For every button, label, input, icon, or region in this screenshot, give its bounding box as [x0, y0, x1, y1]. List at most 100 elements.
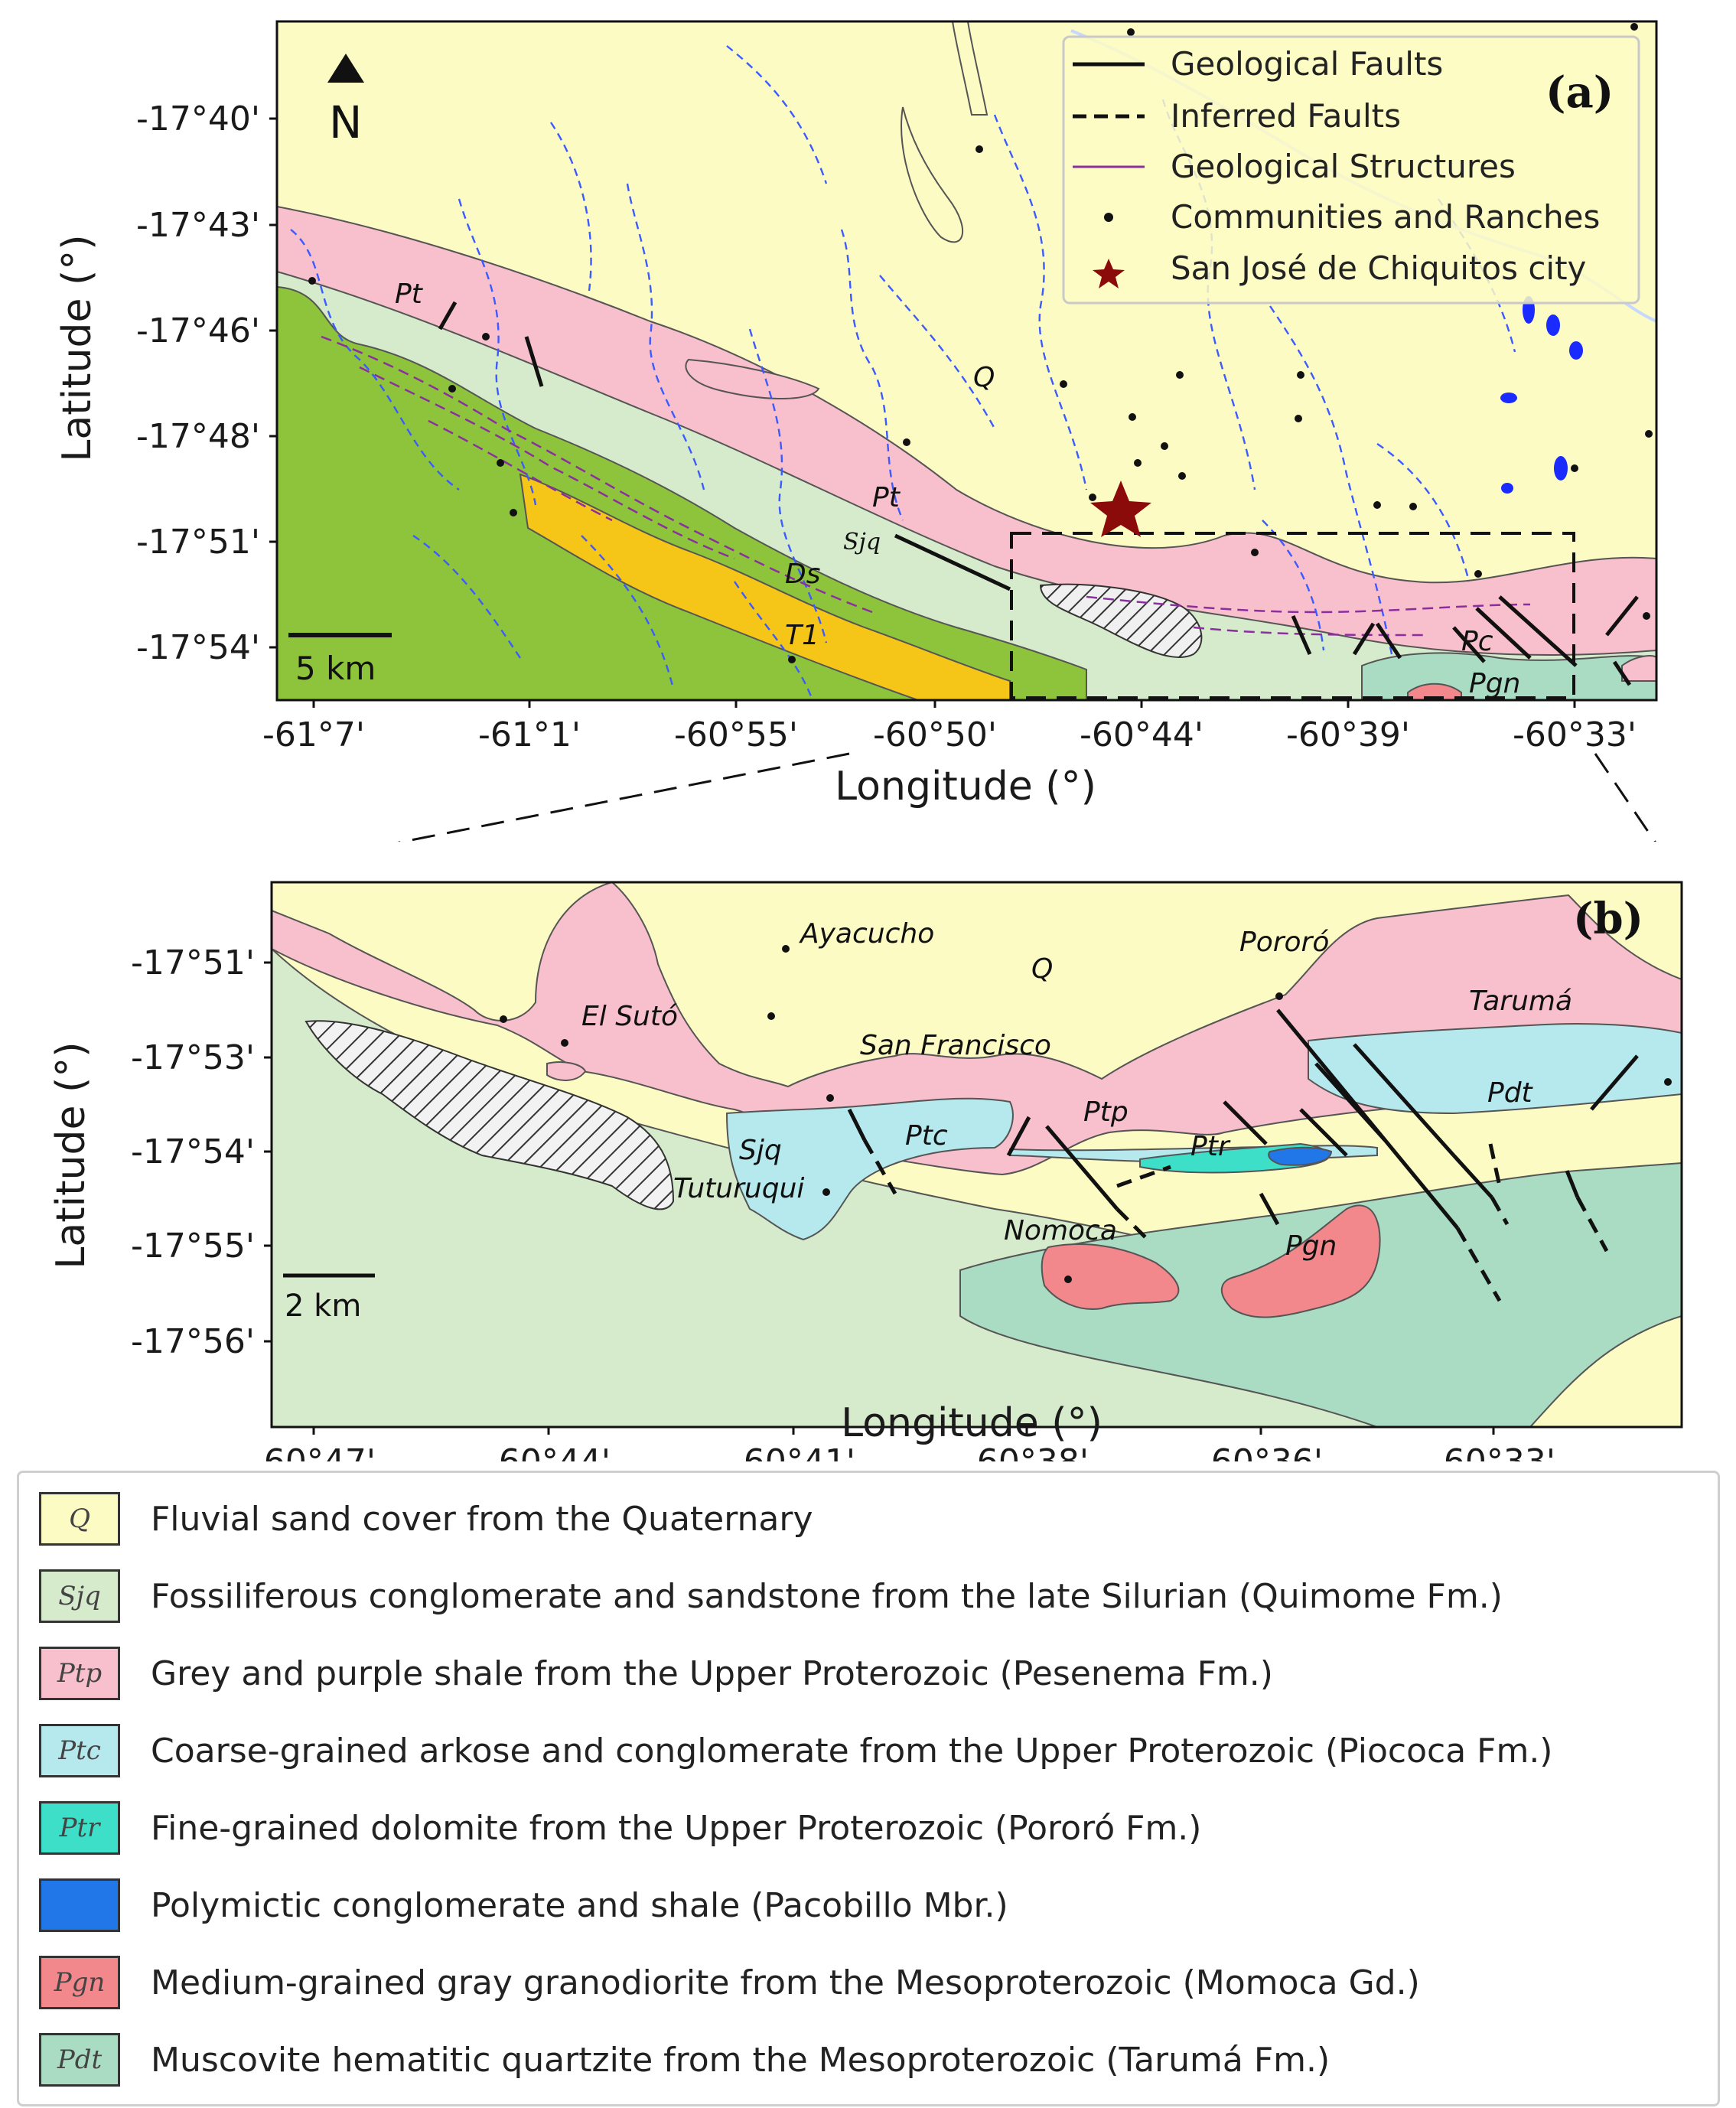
arkose-band-east [1308, 1023, 1682, 1115]
label-t1: T1 [785, 620, 819, 651]
community-dots [308, 23, 1653, 663]
panel-a-xtick-6: -60°39' [1286, 715, 1410, 754]
place-taruma: Tarumá [1469, 986, 1572, 1017]
place-el-suto: El Sutó [581, 1001, 678, 1032]
granodiorite-area-b2 [1220, 1204, 1381, 1318]
scalebar-b-label: 2 km [285, 1289, 361, 1324]
legend-row-pacobillo: Polymictic conglomerate and shale (Pacob… [39, 1875, 1008, 1936]
panel-b-xlabel-text: Longitude (°) [841, 1400, 1103, 1446]
shale-lens [685, 358, 820, 399]
legend-text-pdt: Muscovite hematitic quartzite from the M… [151, 2040, 1330, 2080]
unit-ptp-b: Ptp [1083, 1096, 1129, 1128]
panel-a-xtick-4: -60°50' [873, 715, 997, 754]
hatched-outcrop-b [305, 1020, 675, 1210]
legend-swatch-q: Q [39, 1492, 120, 1546]
panel-b-ytick-1: -17°51' [131, 943, 255, 982]
legend-row-q: Q Fluvial sand cover from the Quaternary [39, 1488, 813, 1549]
geological-faults [438, 301, 1639, 686]
label-pt-central: Pt [872, 482, 901, 513]
label-pt-west: Pt [395, 279, 424, 310]
legend-text-ptp: Grey and purple shale from the Upper Pro… [151, 1653, 1273, 1693]
panel-b-xtick-5: -60°36' [1199, 1442, 1323, 1461]
place-san-francisco: San Francisco [860, 1030, 1051, 1061]
panel-b-tag: (b) [1573, 894, 1643, 944]
panel-a-xtick-3: -60°55' [674, 715, 798, 754]
panel-a-tag: (a) [1545, 67, 1614, 118]
panel-b-ytick-2: -17°53' [131, 1038, 255, 1077]
legend-swatch-pgn: Pgn [39, 1956, 120, 2009]
legend-row-pdt: Pdt Muscovite hematitic quartzite from t… [39, 2029, 1330, 2090]
unit-pdt-b: Pdt [1487, 1077, 1534, 1109]
panel-a-ytick-1: -17°40' [136, 99, 260, 138]
panel-b-yticks [264, 961, 272, 1343]
conglomerate-area [1268, 1146, 1333, 1166]
panel-b-xticks [312, 1427, 1495, 1435]
legend-star-icon [1093, 259, 1125, 288]
north-label: N [329, 96, 362, 148]
river-bar-outline [901, 106, 963, 243]
panel-a-frame [275, 20, 1658, 702]
legend-swatch-sjq: Sjq [39, 1569, 120, 1623]
legend-row-ptp: Ptp Grey and purple shale from the Upper… [39, 1643, 1273, 1704]
panel-a-ylabel: Latitude (°) [54, 234, 100, 461]
legend-text-q: Fluvial sand cover from the Quaternary [151, 1499, 813, 1539]
inferred-faults-b [862, 1139, 1609, 1302]
geological-faults-b [847, 1008, 1639, 1230]
panel-b-frame [270, 881, 1683, 1429]
unit-legend: Q Fluvial sand cover from the Quaternary… [17, 1471, 1720, 2106]
label-pc: Pc [1461, 626, 1493, 657]
community-dots-b [500, 945, 1672, 1283]
legend-row-ptr: Ptr Fine-grained dolomite from the Upper… [39, 1797, 1201, 1859]
panel-b-ytick-3: -17°54' [131, 1132, 255, 1171]
legend-swatch-ptr: Ptr [39, 1801, 120, 1855]
unit-pgn-b: Pgn [1285, 1230, 1337, 1262]
hatched-outcrop [1039, 583, 1203, 659]
zoom-connector-left [397, 752, 850, 842]
panel-a-xtick-2: -61°1' [478, 715, 581, 754]
scalebar-a-label: 5 km [295, 650, 376, 687]
place-nomoca: Nomoca [1004, 1215, 1117, 1246]
legend-a-label-3: Geological Structures [1171, 148, 1516, 185]
panel-a-ytick-2: -17°43' [136, 206, 260, 245]
panel-b-xtick-4: -60°38' [965, 1442, 1089, 1461]
legend-text-ptc: Coarse-grained arkose and conglomerate f… [151, 1731, 1553, 1771]
arkose-area-b [725, 1097, 1014, 1241]
panel-a-xtick-5: -60°44' [1080, 715, 1203, 754]
legend-a-label-1: Geological Faults [1171, 45, 1443, 83]
panel-a-xticks [312, 700, 1576, 708]
geological-structures [321, 335, 1531, 637]
unit-ptr-b: Ptr [1190, 1131, 1231, 1162]
panel-b-xtick-2: -60°44' [487, 1442, 611, 1461]
legend-swatch-pdt: Pdt [39, 2033, 120, 2087]
label-q-a: Q [973, 362, 995, 393]
panel-b-xtick-1: -60°47' [252, 1442, 376, 1461]
place-ayacucho: Ayacucho [799, 918, 934, 950]
panel-a-xtick-1: -61°7' [262, 715, 365, 754]
granodiorite-area-b1 [1041, 1243, 1180, 1310]
devonian-band [277, 285, 1087, 700]
legend-a-label-4: Communities and Ranches [1171, 198, 1600, 236]
legend-dot-icon [1104, 213, 1113, 222]
label-pgn-a: Pgn [1469, 668, 1520, 699]
label-ds: Ds [785, 559, 820, 590]
legend-row-pgn: Pgn Medium-grained gray granodiorite fro… [39, 1952, 1420, 2013]
unit-ptc-b: Ptc [905, 1120, 948, 1152]
panel-a-ytick-6: -17°54' [136, 628, 260, 667]
panel-a-ytick-5: -17°51' [136, 523, 260, 562]
unit-sjq-b: Sjq [739, 1135, 782, 1166]
legend-text-pacobillo: Polymictic conglomerate and shale (Pacob… [151, 1885, 1008, 1925]
panel-b-ytick-5: -17°56' [131, 1322, 255, 1361]
panel-a-yticks [269, 117, 277, 649]
legend-row-sjq: Sjq Fossiliferous conglomerate and sands… [39, 1566, 1503, 1627]
legend-text-sjq: Fossiliferous conglomerate and sandstone… [151, 1576, 1503, 1616]
panel-b-ytick-4: -17°55' [131, 1227, 255, 1266]
north-arrow-icon [327, 54, 364, 83]
legend-text-pgn: Medium-grained gray granodiorite from th… [151, 1963, 1420, 2002]
drainage-network [290, 45, 1516, 697]
triassic-band-strip [519, 473, 1011, 700]
inset-extent-frame [1010, 532, 1575, 699]
city-star [1090, 481, 1151, 537]
panel-a-ytick-4: -17°48' [136, 417, 260, 456]
place-tuturuqui: Tuturuqui [673, 1173, 804, 1204]
panel-b-xtick-6: -60°33' [1431, 1442, 1555, 1461]
